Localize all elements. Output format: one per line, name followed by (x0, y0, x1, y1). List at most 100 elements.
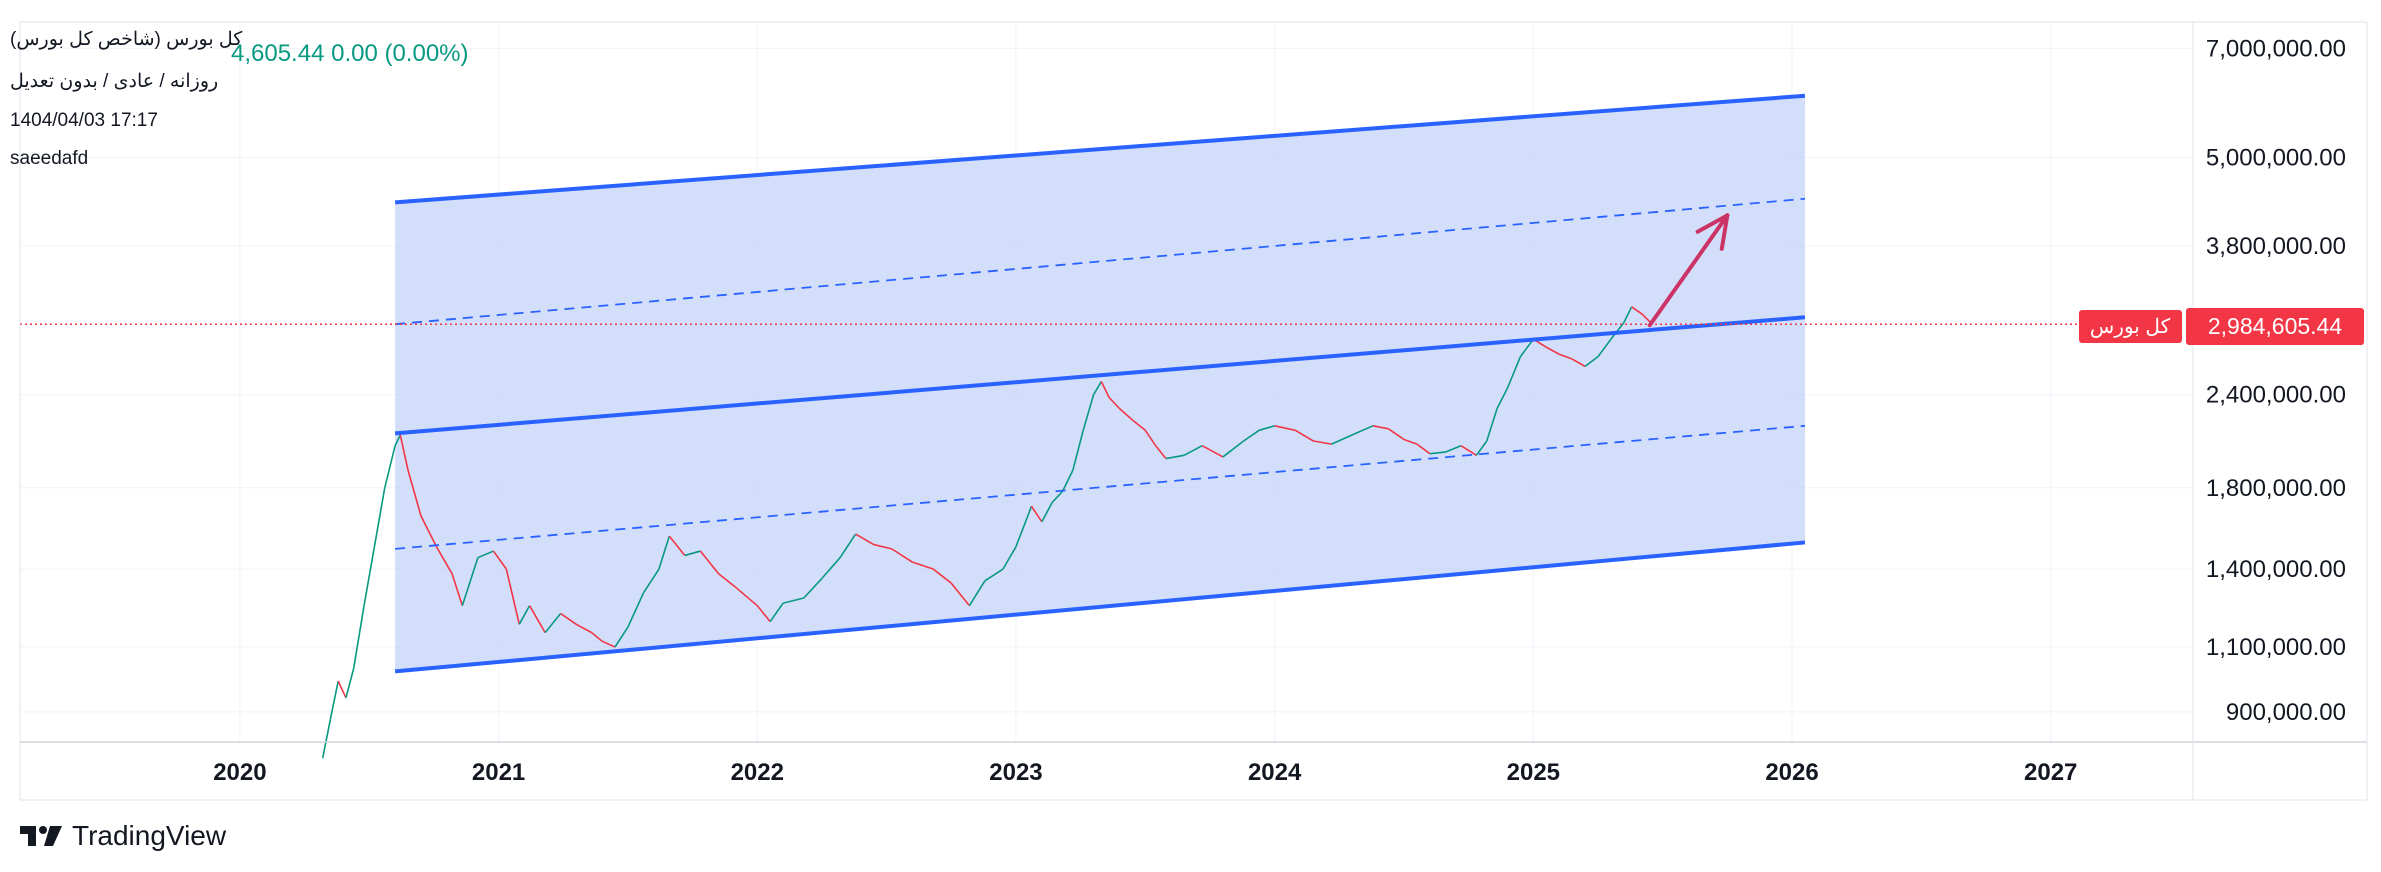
chart-author: saeedafd (10, 148, 89, 169)
brand-name: TradingView (72, 820, 227, 851)
price-segment (528, 605, 546, 634)
price-segment (492, 550, 507, 570)
price-segment (461, 557, 479, 606)
price-segment (1015, 505, 1033, 548)
channel-line-lower (394, 540, 1806, 674)
channel-lines (394, 93, 1806, 674)
price-segment (1092, 381, 1103, 396)
price-segment (782, 597, 805, 604)
price-segment (821, 557, 841, 579)
price-segment (477, 550, 494, 559)
price-series (321, 306, 1653, 759)
price-segment (451, 573, 464, 606)
price-segment (1051, 490, 1064, 504)
price-segment (337, 680, 347, 699)
price-segment (668, 535, 686, 556)
price-segment (1623, 306, 1633, 323)
price-tag-name-bg (2079, 310, 2182, 343)
price-segment (968, 580, 986, 607)
price-segment (321, 719, 332, 759)
price-segment (1597, 338, 1612, 358)
price-segment (1294, 429, 1314, 442)
price-segment (803, 577, 823, 599)
price-segment (1486, 408, 1498, 442)
price-segment (1183, 444, 1203, 457)
last-price-tag: کل بورس 2,984,605.44 (2079, 308, 2364, 345)
price-segment (1460, 445, 1477, 456)
price-segment (420, 515, 438, 548)
price-tag-value-bg (2186, 308, 2364, 345)
price-segment (1082, 394, 1095, 431)
price-segment (984, 568, 1004, 582)
price-segment (591, 632, 603, 642)
x-tick-label: 2020 (213, 759, 266, 786)
price-segment (1445, 444, 1462, 453)
price-segment (329, 680, 339, 720)
price-segment (1100, 381, 1110, 398)
price-segment (1388, 428, 1405, 441)
price-segment (873, 543, 892, 550)
price-segment (627, 592, 645, 628)
price-segment (1571, 358, 1586, 368)
x-tick-label: 2024 (1248, 759, 1302, 786)
price-segment (1475, 440, 1488, 456)
y-tick-label: 1,800,000.00 (2206, 475, 2346, 502)
x-tick-label: 2022 (731, 759, 784, 786)
price-segment (345, 668, 355, 699)
y-tick-label: 900,000.00 (2226, 699, 2346, 726)
price-segment (855, 533, 875, 546)
channel-line-upper-mid (395, 197, 1806, 326)
y-tick-label: 7,000,000.00 (2206, 36, 2346, 63)
price-segment (518, 605, 531, 625)
price-segment (363, 546, 376, 606)
price-segment (394, 434, 401, 447)
price-segment (1131, 419, 1146, 431)
price-segment (1002, 546, 1017, 570)
price-segment (1403, 438, 1418, 445)
price-segment (756, 605, 771, 623)
price-segment (736, 587, 758, 607)
arrow-shaft (1647, 213, 1730, 328)
x-tick-label: 2021 (472, 759, 525, 786)
price-segment (1072, 430, 1084, 471)
chart-datetime: 1404/04/03 17:17 (10, 110, 158, 131)
price-segment (560, 612, 577, 625)
price-segment (1519, 338, 1534, 358)
price-segment (435, 546, 453, 575)
channel-line-lower-mid (395, 424, 1806, 550)
price-segment (601, 640, 616, 648)
price-segment (699, 550, 720, 575)
price-segment (1506, 356, 1522, 389)
x-tick-label: 2023 (989, 759, 1042, 786)
price-segment (1155, 445, 1167, 460)
price-segment (1061, 469, 1074, 492)
y-tick-label: 1,100,000.00 (2206, 634, 2346, 661)
price-segment (1041, 502, 1053, 523)
price-segment (1331, 434, 1353, 445)
price-segment (1313, 440, 1332, 445)
price-segment (717, 573, 738, 589)
price-segment (1429, 451, 1446, 455)
trend-arrow (1647, 213, 1730, 328)
price-segment (1274, 425, 1296, 432)
tradingview-brand[interactable]: TradingView (20, 820, 226, 852)
price-segment (1258, 425, 1275, 432)
price-segment (614, 626, 629, 648)
price-segment (839, 533, 857, 559)
price-segment (1030, 505, 1043, 523)
price-segment (1118, 407, 1133, 421)
price-segment (544, 613, 562, 634)
price-segment (383, 445, 396, 488)
price-segment (352, 605, 365, 669)
price-segment (505, 568, 521, 625)
price-segment (684, 550, 701, 557)
price-segment (1372, 425, 1389, 430)
price-segment (642, 568, 660, 594)
price-segment (1545, 346, 1560, 355)
price-segment (932, 568, 952, 584)
y-axis-ticks: 7,000,000.00 5,000,000.00 3,800,000.00 2,40… (2206, 36, 2346, 726)
channel-line-upper (394, 93, 1806, 205)
price-segment (950, 582, 971, 607)
price-change: 4,605.44 0.00 (0.00%) (231, 40, 469, 67)
